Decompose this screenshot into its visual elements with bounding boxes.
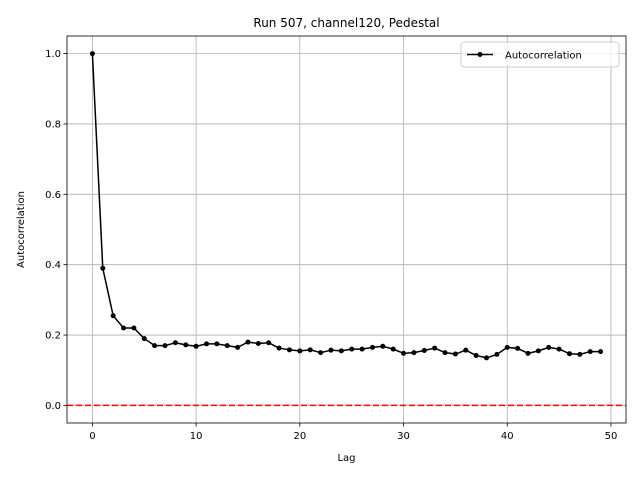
y-axis-title: Autocorrelation [16,191,27,268]
data-point [121,325,127,331]
data-point [338,348,344,354]
data-point [100,265,106,271]
legend-marker [477,52,483,57]
data-point [504,344,510,350]
data-point [494,351,500,357]
y-tick-label: 0.2 [45,331,61,342]
data-point [463,347,469,353]
y-tick-label: 0.8 [45,119,61,130]
data-point [131,325,137,331]
data-point [318,350,324,356]
y-tick-label: 0.4 [45,260,61,271]
data-point [515,345,521,351]
x-tick-label: 40 [501,431,514,442]
legend: Autocorrelation [460,41,620,68]
data-point [214,341,220,347]
x-tick-label: 30 [397,431,410,442]
data-point [577,351,583,357]
data-point [369,344,375,350]
data-point [587,349,593,355]
data-point [535,348,541,354]
series-layer [89,51,604,361]
data-point [401,350,407,356]
data-point [411,350,417,356]
data-point [235,344,241,350]
legend-label: Autocorrelation [505,51,582,62]
data-point [307,347,313,353]
data-point [328,347,334,353]
data-point [297,348,303,354]
data-point [390,346,396,352]
data-point [473,352,479,358]
data-point [172,340,178,346]
data-point [556,346,562,352]
data-point [110,313,116,319]
data-point [421,348,427,354]
data-point [193,343,199,349]
data-point [598,349,604,355]
data-point [266,340,272,346]
data-point [525,350,531,356]
y-tick-label: 0.0 [45,401,61,412]
data-point [276,345,282,351]
y-tick-label: 0.6 [45,190,61,201]
legend-box [460,41,620,68]
x-tick-label: 20 [293,431,306,442]
y-tick-label: 1.0 [45,49,61,60]
plot-frame [66,35,627,424]
data-point [359,346,365,352]
x-tick-label: 50 [605,431,618,442]
data-point [152,343,158,349]
data-point [546,344,552,350]
data-point [183,342,189,348]
data-point [349,346,355,352]
data-point [203,341,209,347]
x-tick-label: 10 [190,431,203,442]
data-point [566,351,572,357]
data-point [89,51,95,57]
data-point [141,336,147,342]
data-point [432,345,438,351]
data-point [442,350,448,356]
data-point [162,343,168,349]
data-point [286,347,292,353]
chart-title: Run 507, channel120, Pedestal [253,16,439,30]
data-point [452,351,458,357]
data-point [224,343,230,349]
x-axis-title: Lag [337,453,355,464]
data-point [380,343,386,349]
ticks: 0 10 20 30 40 50 0.0 0.2 0.4 0.6 0.8 1.0 [45,49,617,442]
x-tick-label: 0 [89,431,95,442]
data-point [245,339,251,345]
data-point [484,355,490,361]
data-point [255,340,261,346]
